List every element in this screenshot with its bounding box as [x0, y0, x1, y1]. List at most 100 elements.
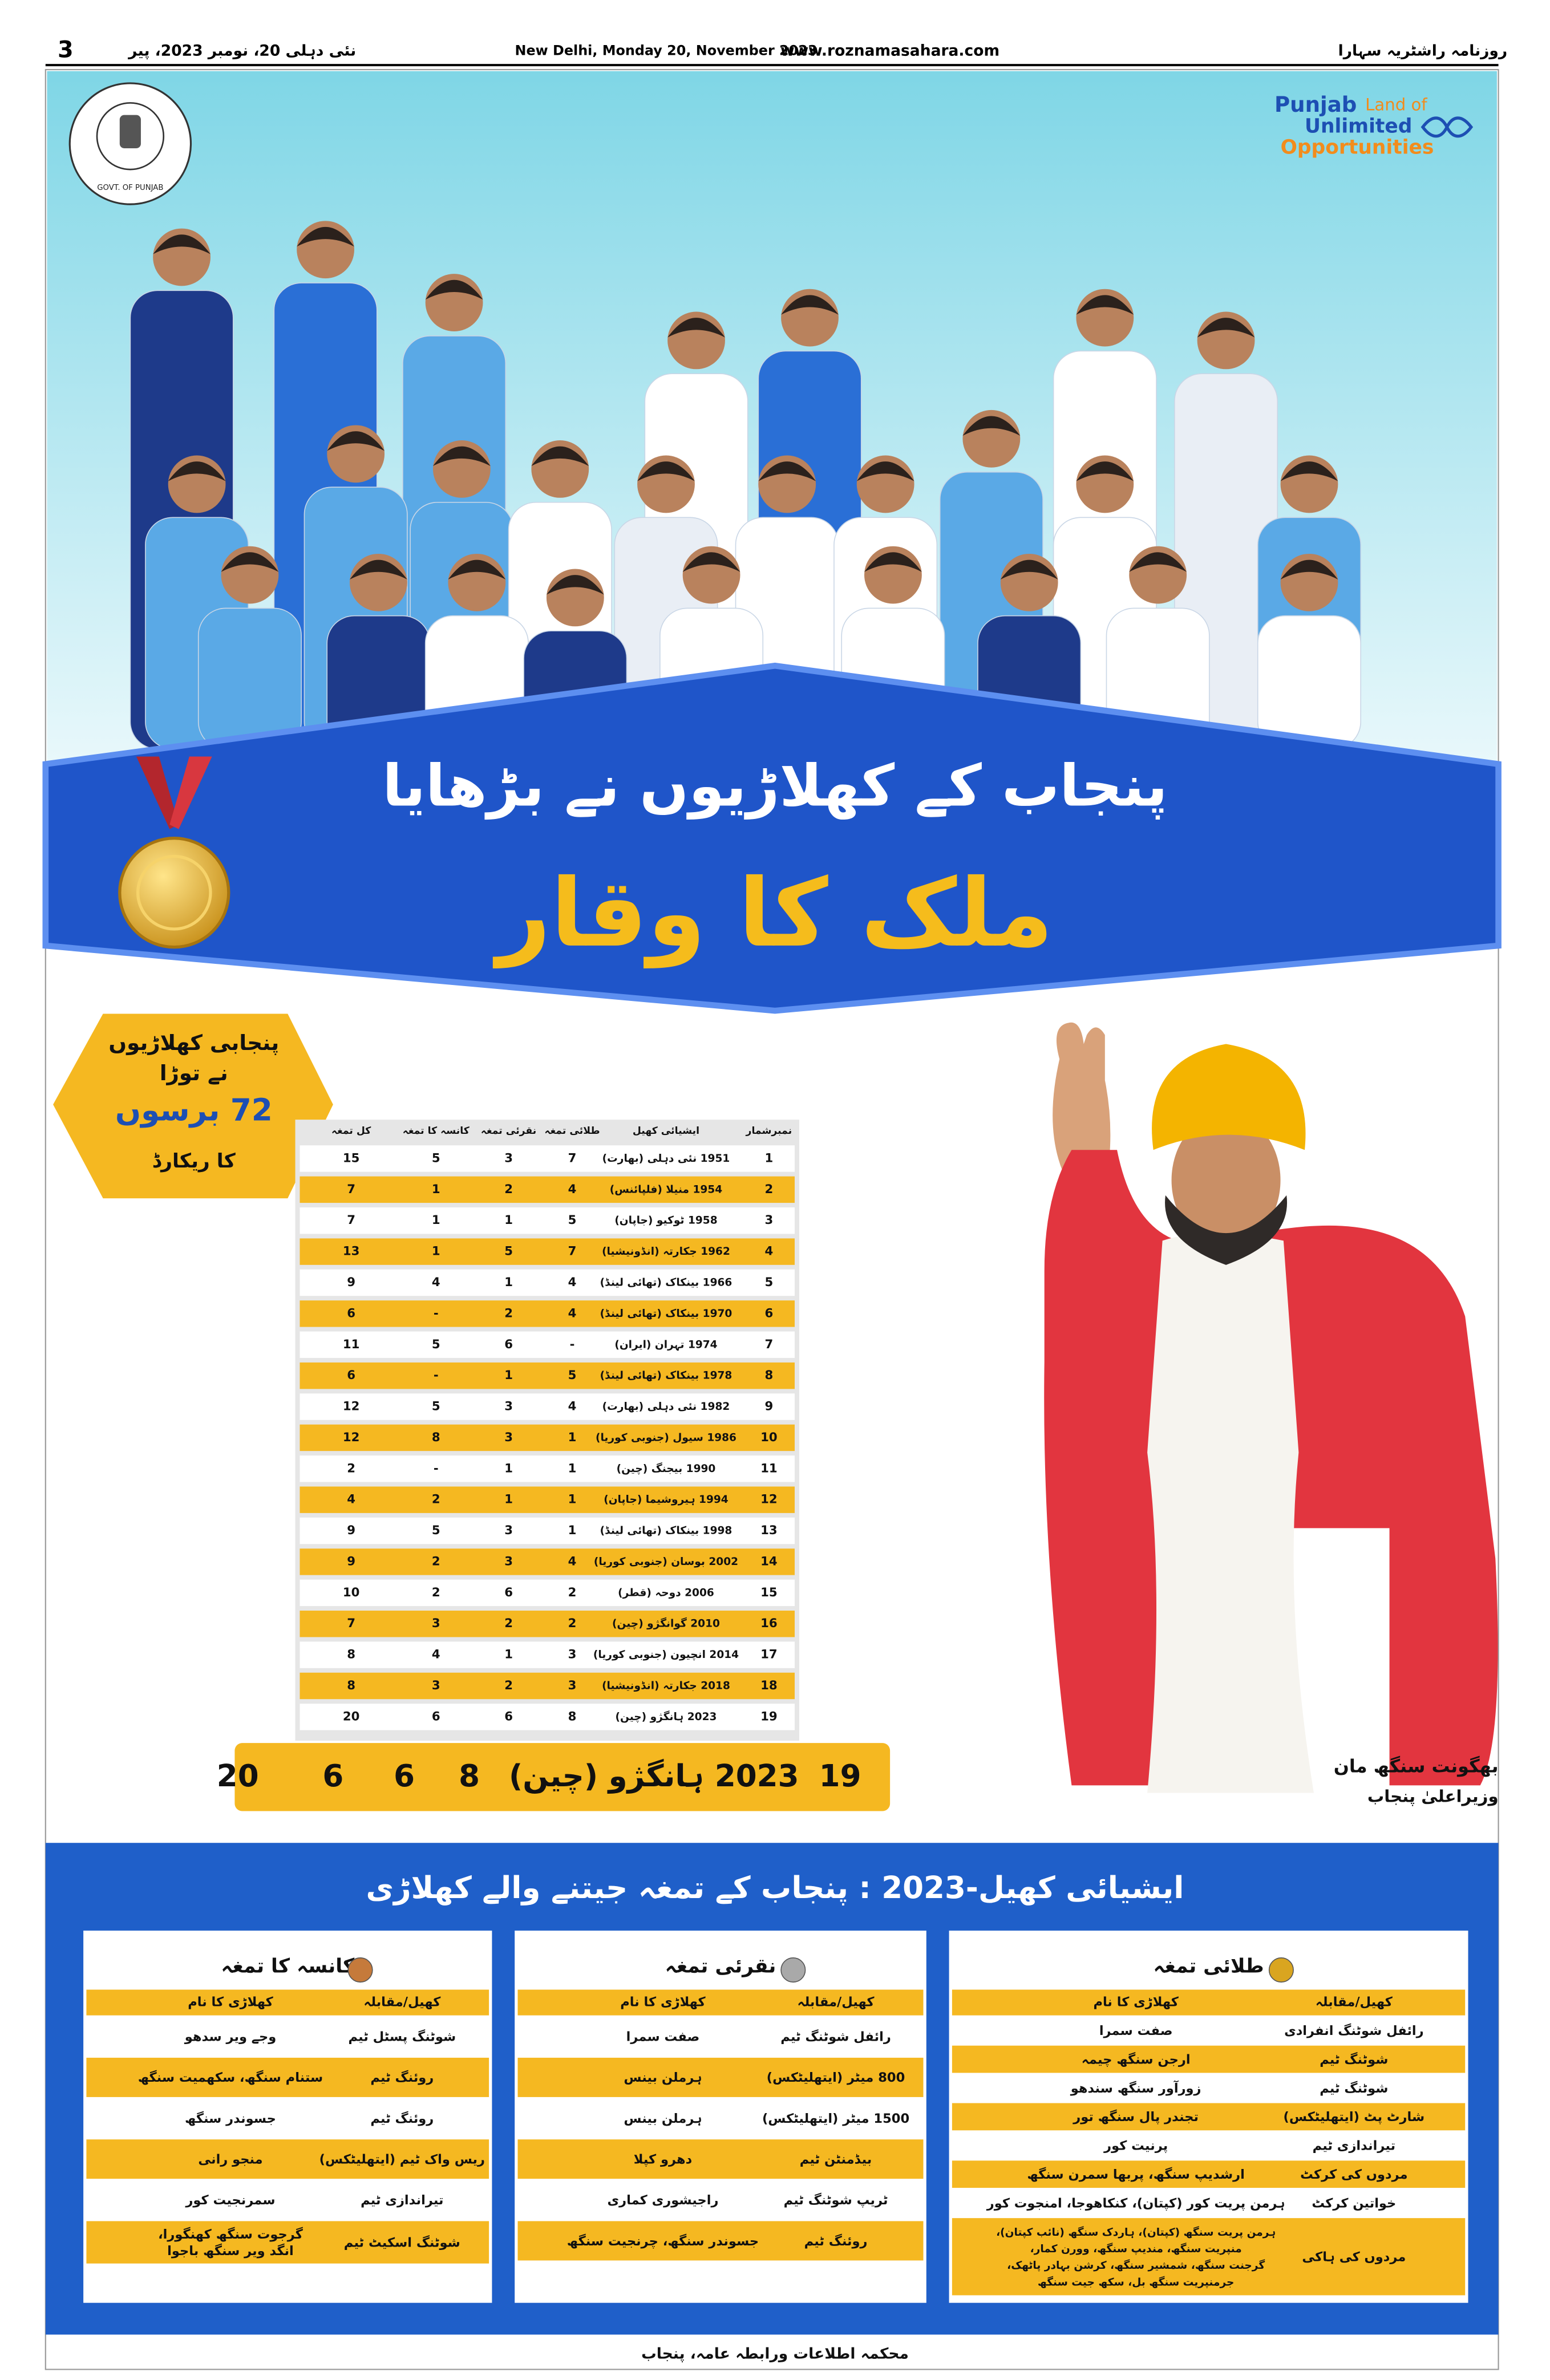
table-row [300, 1611, 795, 1637]
event-name: روئنگ ٹیم [370, 2111, 434, 2126]
brand-land-of: Land of [1365, 95, 1427, 115]
table-cell: 12 [343, 1430, 360, 1445]
player-name: صفت سمرا [1099, 2024, 1173, 2038]
dateline: New Delhi, Monday 20, November 2023 [515, 43, 818, 59]
event-name: شوٹنگ پسٹل ٹیم [348, 2029, 456, 2045]
table-cell: 2 [568, 1586, 577, 1600]
player-name: منپریت سنگھ، مندیپ سنگھ، وورن کمار، [1030, 2243, 1242, 2255]
athlete-hair [1280, 559, 1338, 580]
athlete-hair [1197, 318, 1255, 338]
table-cell: 10 [343, 1586, 360, 1600]
table-cell: 2 [347, 1461, 355, 1475]
table-cell: 2 [504, 1678, 513, 1693]
table-row [300, 1579, 795, 1607]
player-name: منجو رانی [198, 2152, 262, 2167]
gold-medal [118, 837, 230, 949]
table-cell: 8 [347, 1648, 355, 1662]
caption-role: وزیراعلیٰ پنجاب [1367, 1787, 1499, 1807]
table-cell: 2 [504, 1182, 513, 1197]
table-row [300, 1548, 795, 1575]
badge-line: نے توڑا [160, 1061, 228, 1085]
athlete-hair [153, 234, 211, 254]
medal-box-title: کانسہ کا تمغہ [221, 1955, 355, 1977]
table-cell: 4 [568, 1306, 577, 1320]
medal-box-row [517, 2017, 924, 2057]
table-cell: 1998 بینکاک (تھائی لینڈ) [600, 1525, 732, 1537]
table-cell: 15 [760, 1586, 778, 1600]
table-cell: 2 [432, 1493, 440, 1507]
athlete-hair [781, 295, 839, 315]
medal-icon [347, 1957, 373, 1983]
event-name: رائفل شوٹنگ انفرادی [1284, 2023, 1424, 2038]
table-cell: 3 [504, 1430, 513, 1445]
table-cell: 13 [343, 1244, 360, 1259]
table-column-header: کانسہ کا تمغہ [403, 1125, 470, 1137]
table-cell: 3 [504, 1151, 513, 1165]
table-row [300, 1424, 795, 1451]
medal-box-row [86, 2221, 489, 2264]
highlight-cell: 2023 ہانگژو (چین) [509, 1758, 799, 1794]
table-row [300, 1672, 795, 1700]
emblem-label: GOVT. OF PUNJAB [97, 184, 163, 192]
paper-name: روزنامہ راشٹریہ سہارا [1338, 42, 1508, 60]
medal-box-row [952, 2218, 1466, 2296]
medal-box-column: کھلاڑی کا نام [188, 1995, 273, 2010]
winner-boxes: طلائی تمغہ کھیل/مقابلہ کھلاڑی کا نام رائفل … [83, 1931, 1468, 2303]
table-cell: 1986 سیول (جنوبی کوریا) [596, 1432, 736, 1444]
table-cell: 11 [343, 1337, 360, 1352]
event-name: روئنگ ٹیم [370, 2070, 434, 2085]
table-column-header: نقرئی تمغہ [481, 1125, 536, 1137]
table-cell: 15 [343, 1151, 360, 1165]
athlete-hair [667, 318, 725, 338]
athlete-hair [327, 431, 385, 451]
table-cell: 6 [504, 1337, 513, 1352]
table-cell: 6 [765, 1306, 774, 1320]
player-name: جرمنپریت سنگھ بل، سکھ جیت سنگھ [1038, 2276, 1235, 2288]
player-name: ہرملن بینس [624, 2111, 702, 2126]
headline-line1: پنجاب کے کھلاڑیوں نے بڑھایا [382, 752, 1168, 820]
athlete-hair [758, 461, 816, 481]
event-name: 800 میٹر (ایتھلیٹکس) [767, 2070, 905, 2085]
event-name: ٹریپ شوٹنگ ٹیم [784, 2192, 888, 2208]
medal-box-row [952, 2045, 1466, 2073]
headline-line2: ملک کا وقار [493, 858, 1054, 969]
medal-ribbon [136, 756, 179, 829]
table-cell: 5 [432, 1523, 440, 1538]
table-cell: - [434, 1306, 439, 1320]
medal-box-row [517, 2098, 924, 2138]
table-cell: 1 [504, 1213, 513, 1227]
highlight-row: 19 2023 ہانگژو (چین) 8 6 6 20 [217, 1758, 861, 1794]
table-cell: 14 [760, 1554, 778, 1568]
table-cell: 2 [432, 1554, 440, 1568]
emblem-lions [119, 115, 141, 148]
table-cell: 11 [760, 1461, 778, 1475]
headline-banner [42, 662, 1502, 1014]
athlete-hair [221, 552, 279, 572]
record-badge [53, 1013, 333, 1199]
white-kurta [1147, 1233, 1314, 1793]
medal-box-row [86, 2139, 489, 2179]
table-cell: 1982 نئی دہلی (بھارت) [602, 1401, 730, 1413]
player-name: ہرمن پریت کور (کپتان)، کنکاھوجا، امنجوت … [986, 2196, 1285, 2211]
table-cell: 20 [343, 1709, 360, 1724]
table-cell: - [434, 1461, 439, 1475]
event-name: بیڈمنٹن ٹیم [800, 2152, 872, 2167]
medal-box-header-row [952, 1989, 1466, 2016]
event-name: رائفل شوٹنگ ٹیم [780, 2029, 891, 2045]
table-cell: 2006 دوحہ (قطر) [618, 1587, 714, 1599]
table-cell: 2 [568, 1616, 577, 1631]
athlete-hair [546, 575, 604, 595]
player-name: پرنیت کور [1103, 2139, 1168, 2154]
table-cell: 3 [568, 1648, 577, 1662]
athlete-hair [350, 559, 407, 580]
table-cell: 2018 جکارتہ (انڈونیشیا) [602, 1680, 730, 1692]
table-cell: 1 [504, 1493, 513, 1507]
player-name: جسوندر سنگھ، چرنجیت سنگھ [567, 2233, 759, 2249]
table-column-header: کل تمغہ [331, 1125, 371, 1137]
table-column-header: ایشیائی کھیل [633, 1125, 699, 1137]
table-cell: 3 [504, 1400, 513, 1414]
website[interactable]: www.roznamasahara.com [780, 42, 999, 60]
player-name: زورآور سنگھ سندھو [1070, 2080, 1201, 2096]
table-cell: 18 [760, 1678, 778, 1693]
